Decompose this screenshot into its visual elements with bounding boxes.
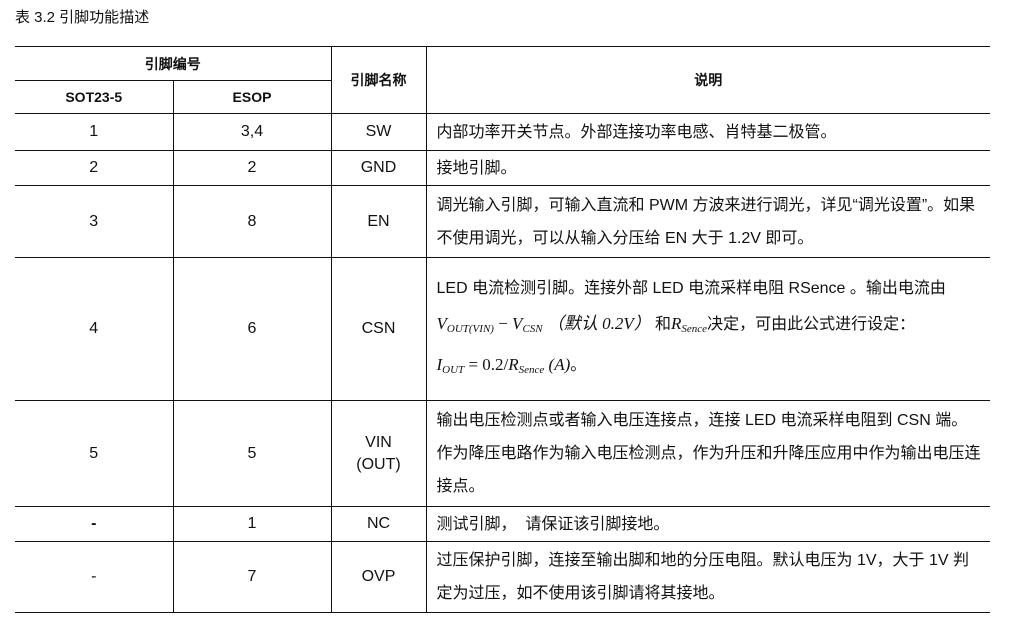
table-row: 4 6 CSN LED 电流检测引脚。连接外部 LED 电流采样电阻 RSenc… — [15, 257, 990, 401]
formula-iout: IOUT — [436, 354, 465, 376]
formula-vcsn: VCSN — [512, 313, 543, 335]
formula-rsence: RSence — [671, 313, 708, 335]
cell-sot: 1 — [15, 113, 174, 151]
formula-default: （默认 0.2V） — [542, 313, 656, 333]
cell-esop: 8 — [172, 185, 332, 258]
table-caption: 表 3.2 引脚功能描述 — [15, 9, 150, 26]
table-row: 1 3,4 SW 内部功率开关节点。外部连接功率电感、肖特基二极管。 — [15, 113, 990, 151]
cell-esop: 3,4 — [172, 113, 332, 151]
table-row: 5 5 VIN (OUT) 输出电压检测点或者输入电压连接点，连接 LED 电流… — [15, 400, 990, 507]
cell-pin-name: SW — [330, 113, 427, 151]
cell-pin-name: EN — [330, 185, 427, 258]
cell-description: 调光输入引脚，可输入直流和 PWM 方波来进行调光，详见“调光设置”。如果不使用… — [425, 185, 990, 258]
cell-esop: 7 — [172, 541, 332, 613]
cell-esop: 2 — [172, 150, 332, 186]
header-pin-name: 引脚名称 — [330, 46, 427, 114]
header-description: 说明 — [425, 46, 990, 114]
cell-esop: 1 — [172, 506, 332, 542]
desc-text: LED 电流检测引脚。连接外部 LED 电流采样电阻 RSence 。输出电流由 — [436, 279, 946, 297]
desc-text: 和 — [655, 315, 672, 333]
desc-text: 决定，可由此公式进行设定： — [707, 315, 916, 333]
table-row: - 1 NC 测试引脚， 请保证该引脚接地。 — [15, 506, 990, 542]
cell-sot: 3 — [15, 185, 174, 258]
table-row: 3 8 EN 调光输入引脚，可输入直流和 PWM 方波来进行调光，详见“调光设置… — [15, 185, 990, 258]
desc-text: 。 — [570, 356, 587, 374]
cell-description: 输出电压检测点或者输入电压连接点，连接 LED 电流采样电阻到 CSN 端。作为… — [425, 400, 990, 507]
cell-pin-name: VIN (OUT) — [330, 400, 427, 507]
cell-description: 过压保护引脚，连接至输出脚和地的分压电阻。默认电压为 1V，大于 1V 判定为过… — [425, 541, 990, 613]
cell-pin-name: GND — [330, 150, 427, 186]
cell-esop: 5 — [172, 400, 332, 507]
cell-description: 测试引脚， 请保证该引脚接地。 — [425, 506, 990, 542]
cell-pin-name: OVP — [330, 541, 427, 613]
cell-sot: - — [15, 541, 174, 613]
cell-pin-name: CSN — [330, 257, 427, 401]
cell-description: 接地引脚。 — [425, 150, 990, 186]
cell-description: 内部功率开关节点。外部连接功率电感、肖特基二极管。 — [425, 113, 990, 151]
pin-function-table: 引脚编号 引脚名称 说明 SOT23-5 ESOP 1 3,4 SW 内部功率开… — [15, 46, 990, 613]
formula-minus: − — [493, 313, 513, 333]
cell-sot: 2 — [15, 150, 174, 186]
cell-sot: - — [15, 506, 174, 542]
cell-sot: 4 — [15, 257, 174, 401]
cell-description: LED 电流检测引脚。连接外部 LED 电流采样电阻 RSence 。输出电流由… — [425, 257, 990, 401]
formula-vout: VOUT(VIN) — [436, 313, 494, 335]
table-row: - 7 OVP 过压保护引脚，连接至输出脚和地的分压电阻。默认电压为 1V，大于… — [15, 541, 990, 613]
header-sot23-5: SOT23-5 — [15, 80, 174, 114]
header-esop: ESOP — [172, 80, 331, 114]
formula-eq: = 0.2/ — [464, 354, 509, 374]
cell-pin-name: NC — [330, 506, 427, 542]
header-pin-number: 引脚编号 — [15, 46, 332, 81]
cell-sot: 5 — [15, 400, 174, 507]
formula-rsence: RSence — [508, 354, 545, 376]
formula-unit: (A) — [544, 354, 571, 374]
table-row: 2 2 GND 接地引脚。 — [15, 150, 990, 186]
cell-esop: 6 — [172, 257, 332, 401]
